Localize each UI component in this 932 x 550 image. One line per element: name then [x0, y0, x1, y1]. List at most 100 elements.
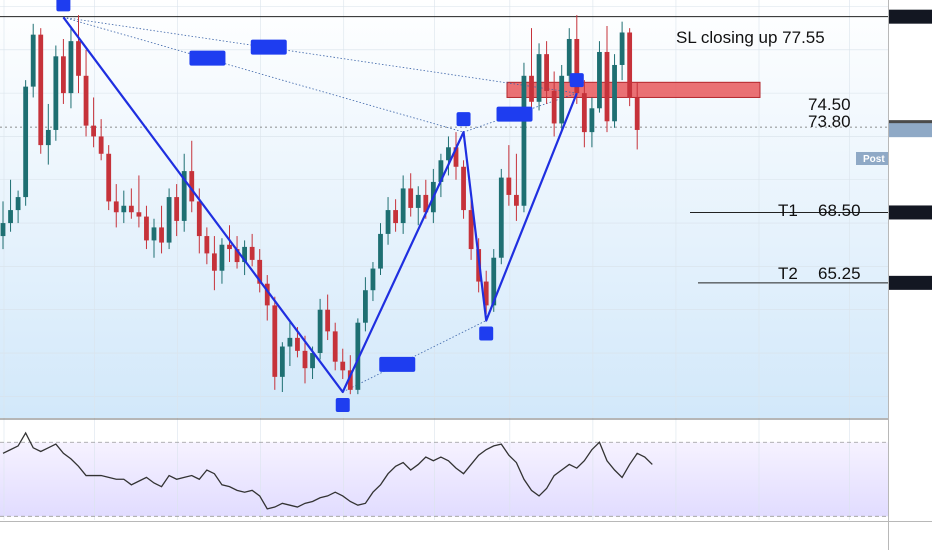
zone-low-annotation: 73.80 — [808, 112, 851, 131]
candle-body — [325, 309, 331, 332]
candle-body — [370, 268, 376, 291]
candle-body — [264, 283, 270, 306]
point-c-badge — [479, 326, 494, 341]
candle-body — [506, 177, 512, 195]
candle-body — [438, 160, 444, 182]
candle-body — [468, 210, 474, 250]
t2-label: T2 — [778, 264, 798, 283]
candle-body — [0, 223, 6, 237]
zone-high-annotation: 74.50 — [808, 95, 851, 114]
rsi-band — [0, 442, 888, 517]
candle-body — [408, 188, 414, 208]
candle-body — [272, 305, 278, 377]
fib-ratio-badge — [379, 356, 416, 372]
fib-ratio-badge — [496, 106, 533, 122]
candle-body — [581, 93, 587, 133]
candle-body — [529, 75, 534, 102]
candle-body — [302, 350, 308, 369]
candle-body — [597, 51, 602, 109]
candle-body — [461, 166, 466, 211]
candle-body — [385, 210, 391, 234]
post-tag: Post — [863, 154, 885, 165]
fib-line-ac — [342, 320, 487, 393]
candle-body — [393, 210, 398, 224]
candle-body — [106, 153, 112, 202]
t1-price-tag-bg — [889, 205, 932, 220]
candle-body — [68, 41, 74, 94]
xabcd-pattern — [56, 0, 584, 413]
fib-line-xd — [63, 16, 577, 94]
candle-body — [204, 236, 210, 254]
candle-body — [544, 54, 549, 91]
candle-body — [136, 212, 142, 217]
candle-body — [128, 205, 134, 213]
candle-body — [242, 246, 247, 263]
candle-body — [559, 75, 565, 124]
fib-ratio-badge — [189, 50, 226, 66]
candle-body — [483, 281, 489, 306]
candle-body — [415, 194, 421, 208]
t2-price-tag-bg — [889, 275, 932, 290]
candle-body — [144, 216, 149, 241]
sl-price-tag-bg — [889, 9, 932, 24]
price-pane-background — [0, 0, 888, 418]
candle-body — [295, 337, 300, 351]
candle-body — [423, 194, 429, 213]
candle-body — [181, 171, 187, 221]
candle-body — [98, 136, 104, 154]
candle-body — [446, 147, 451, 161]
candle-body — [521, 75, 527, 206]
candle-body — [551, 90, 557, 124]
candle-body — [15, 197, 21, 211]
candle-body — [627, 32, 633, 98]
candle-body — [23, 86, 29, 198]
candle-body — [355, 322, 361, 390]
candle-body — [453, 147, 459, 167]
candle-body — [189, 171, 195, 202]
candle-body — [30, 34, 36, 87]
candle-body — [317, 309, 323, 354]
candle-body — [212, 253, 217, 271]
t1-label: T1 — [778, 201, 798, 220]
candle-body — [363, 290, 368, 323]
candle-body — [279, 346, 285, 377]
point-d-badge — [569, 73, 584, 88]
candle-body — [257, 259, 263, 284]
candle-body — [619, 32, 625, 65]
candle-body — [310, 353, 315, 369]
candle-body — [227, 244, 232, 250]
fib-ratio-badge — [250, 39, 287, 55]
post-tag-bg — [856, 152, 888, 165]
candle-body — [498, 177, 504, 258]
candle-body — [604, 51, 610, 122]
post-price-tag-bg — [889, 123, 932, 138]
point-a-badge — [335, 398, 350, 413]
candle-body — [174, 197, 180, 221]
axes — [889, 9, 932, 290]
candle-body — [491, 257, 497, 306]
candle-body — [45, 129, 51, 146]
candle-body — [287, 337, 293, 347]
candle-body — [151, 227, 157, 241]
candle-body — [347, 370, 353, 390]
candle-body — [634, 97, 640, 130]
candle-body — [400, 188, 406, 224]
candle-body — [589, 108, 595, 133]
candle-body — [38, 34, 44, 146]
candle-body — [76, 41, 81, 76]
candle-body — [113, 201, 119, 213]
candle-body — [612, 64, 617, 122]
candle-body — [234, 249, 240, 263]
point-x-badge — [56, 0, 71, 12]
xabcd-path — [62, 16, 578, 394]
candle-body — [53, 56, 59, 130]
rsi — [0, 431, 888, 517]
candle-body — [574, 38, 580, 94]
candle-body — [514, 194, 519, 206]
candle-body — [159, 227, 164, 243]
candle-body — [61, 56, 66, 94]
fib-line-xb — [63, 16, 464, 133]
candle-body — [340, 361, 346, 371]
candle-body — [8, 210, 13, 224]
